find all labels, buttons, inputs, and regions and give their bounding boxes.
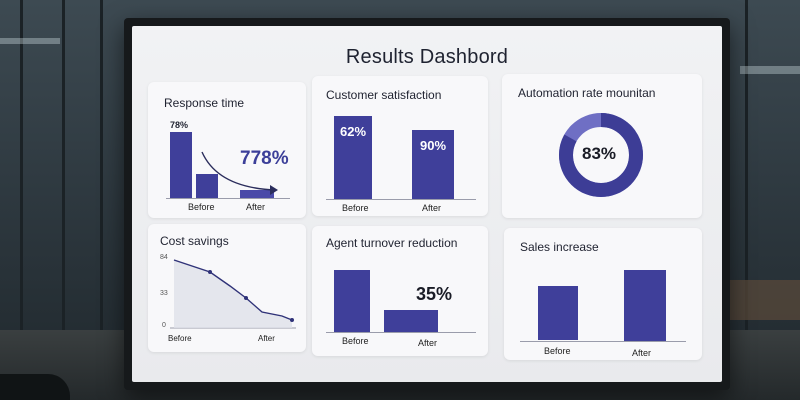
x-label-before: Before: [342, 336, 369, 346]
x-label-before: Before: [342, 203, 369, 213]
x-label-before: Before: [188, 202, 215, 212]
card-automation-rate[interactable]: Automation rate mounitan 83%: [502, 74, 702, 218]
card-cost-savings[interactable]: Cost savings 84 33 0 Before After: [148, 224, 306, 352]
donut-value: 83%: [582, 144, 617, 163]
bar-after: [624, 270, 666, 342]
line-chart: [170, 259, 296, 329]
bar-after: [412, 130, 454, 199]
card-title: Automation rate mounitan: [518, 86, 656, 100]
data-point: [244, 296, 248, 300]
before-value: 62%: [340, 124, 367, 139]
card-title: Agent turnover reduction: [326, 236, 458, 250]
x-label-before: Before: [544, 346, 571, 356]
card-title: Customer satisfaction: [326, 88, 442, 102]
big-value: 778%: [240, 148, 289, 169]
data-point: [290, 318, 294, 322]
ceiling-light: [740, 66, 800, 74]
monitor: Results Dashbord Response time 78% 778% …: [124, 18, 730, 390]
bar-after: [384, 310, 438, 332]
x-label-after: After: [418, 338, 438, 348]
chair: [0, 374, 70, 400]
line-area: [174, 260, 292, 328]
bar-before-1: [170, 132, 192, 198]
bar-after: [240, 190, 274, 198]
x-label-after: After: [632, 348, 652, 358]
x-axis: [326, 199, 476, 200]
x-label-before: Before: [168, 334, 192, 343]
donut-arc: [559, 113, 643, 197]
window-frame: [100, 0, 103, 400]
after-value: 90%: [420, 138, 447, 153]
x-label-after: After: [422, 203, 442, 213]
big-value: 35%: [416, 284, 453, 304]
series-line: [173, 259, 293, 321]
dashboard-screen: Results Dashbord Response time 78% 778% …: [132, 26, 722, 382]
before-value: 78%: [170, 120, 189, 130]
card-title: Response time: [164, 96, 245, 110]
ceiling-light: [0, 38, 60, 44]
desk: [730, 280, 800, 320]
tick-label: 0: [162, 322, 166, 329]
card-response-time[interactable]: Response time 78% 778% Before After: [148, 82, 306, 218]
window-frame: [62, 0, 65, 400]
window-frame: [20, 0, 23, 400]
bar-before: [538, 286, 578, 340]
tick-label: 84: [160, 254, 168, 261]
bar-before: [334, 116, 372, 199]
tick-label: 33: [160, 290, 168, 297]
trend-arrow-icon: [201, 151, 278, 195]
card-customer-satisfaction[interactable]: Customer satisfaction 62% 90% Before Aft…: [312, 76, 488, 216]
x-label-after: After: [258, 334, 275, 343]
x-axis: [326, 332, 476, 333]
x-axis: [166, 198, 290, 199]
window-frame: [745, 0, 748, 400]
bar-before: [334, 270, 370, 332]
card-title: Cost savings: [160, 234, 229, 248]
card-sales-increase[interactable]: Sales increase Before After: [504, 228, 702, 360]
card-agent-turnover[interactable]: Agent turnover reduction 35% Before Afte…: [312, 226, 488, 356]
x-label-after: After: [246, 202, 266, 212]
donut-chart: [559, 113, 643, 197]
x-axis: [520, 341, 686, 342]
bar-before-2: [196, 174, 218, 198]
data-point: [208, 270, 212, 274]
card-title: Sales increase: [520, 240, 599, 254]
dashboard-title: Results Dashbord: [345, 46, 509, 68]
